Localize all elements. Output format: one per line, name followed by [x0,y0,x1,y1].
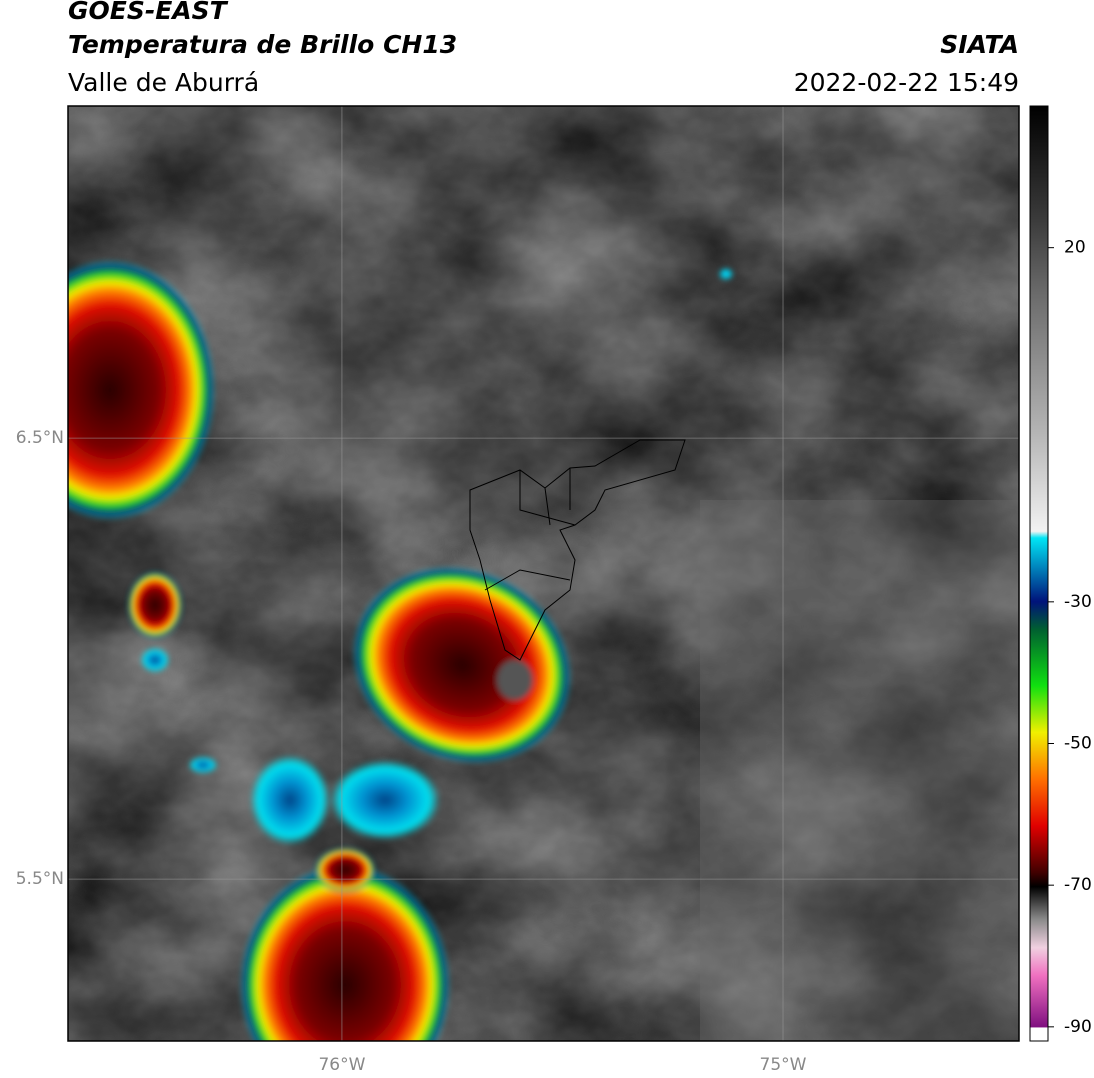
lon-tick-label: 75°W [760,1055,807,1075]
lon-tick-label: 76°W [318,1055,365,1075]
map-frame [67,105,1020,1042]
source: SIATA [940,30,1019,59]
lat-tick-label: 6.5°N [16,428,64,448]
region: Valle de Aburrá [68,68,259,97]
grid [68,106,1019,1041]
title: GOES-EAST [68,0,229,25]
colorbar-tick-label: -50 [1064,734,1092,754]
colorbar-tick-label: -70 [1064,875,1092,895]
subtitle: Temperatura de Brillo CH13 [68,30,457,59]
colorbar-tick-label: 20 [1064,238,1086,258]
colorbar [1029,105,1049,1042]
colorbar-tick-label: -90 [1064,1017,1092,1037]
lat-tick-label: 5.5°N [16,869,64,889]
timestamp: 2022-02-22 15:49 [794,68,1019,97]
colorbar-tick-label: -30 [1064,592,1092,612]
satellite-image [68,106,1019,1041]
